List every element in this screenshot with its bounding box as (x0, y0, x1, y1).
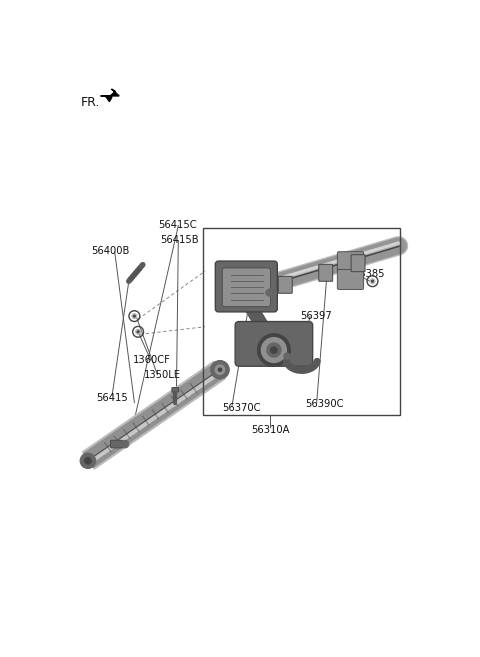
Circle shape (84, 457, 92, 464)
Ellipse shape (266, 289, 276, 296)
Circle shape (261, 337, 287, 363)
Circle shape (257, 333, 291, 367)
Text: 56400B: 56400B (92, 246, 130, 256)
FancyBboxPatch shape (337, 269, 364, 290)
Circle shape (371, 280, 374, 283)
Circle shape (121, 440, 129, 448)
Circle shape (215, 365, 226, 375)
Text: 56390C: 56390C (305, 399, 344, 409)
FancyBboxPatch shape (216, 261, 277, 312)
Circle shape (270, 346, 278, 354)
Circle shape (211, 361, 229, 379)
Circle shape (137, 330, 140, 333)
Text: 56415C: 56415C (158, 219, 197, 229)
Text: 56415: 56415 (96, 392, 128, 403)
Text: 56397: 56397 (300, 311, 332, 321)
Circle shape (217, 367, 222, 372)
FancyBboxPatch shape (172, 388, 179, 392)
FancyBboxPatch shape (222, 268, 270, 307)
FancyBboxPatch shape (235, 321, 312, 366)
Circle shape (135, 328, 141, 335)
Text: 56310A: 56310A (251, 426, 289, 436)
Circle shape (133, 315, 136, 317)
Text: 13385: 13385 (354, 269, 385, 279)
Text: FR.: FR. (81, 96, 100, 108)
Polygon shape (101, 89, 119, 99)
Circle shape (370, 278, 375, 284)
Circle shape (80, 453, 96, 468)
Text: 56415B: 56415B (160, 235, 199, 244)
Circle shape (266, 342, 282, 358)
FancyBboxPatch shape (337, 252, 364, 272)
Circle shape (284, 353, 290, 359)
Bar (203, 228, 400, 415)
FancyBboxPatch shape (278, 277, 292, 293)
Text: 56370C: 56370C (222, 403, 260, 413)
Text: 1350LE: 1350LE (144, 370, 180, 380)
FancyBboxPatch shape (319, 264, 333, 281)
FancyBboxPatch shape (351, 255, 365, 271)
Text: 1360CF: 1360CF (132, 355, 170, 365)
Circle shape (132, 313, 137, 319)
FancyBboxPatch shape (110, 440, 123, 448)
